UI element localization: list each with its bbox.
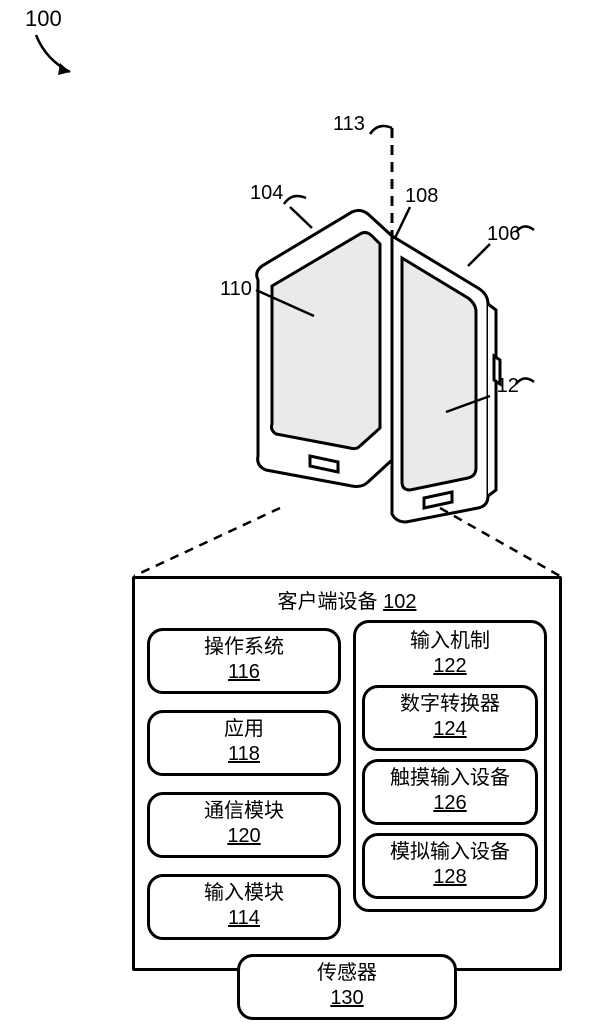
container-title: 客户端设备 102 <box>135 585 559 614</box>
box-input-module-name: 输入模块 <box>158 881 330 906</box>
box-comm-num: 120 <box>158 824 330 849</box>
diagram-canvas: 100 113 104 108 106 110 112 <box>0 0 615 1000</box>
box-sensor-name: 传感器 <box>248 961 446 986</box>
box-analog: 模拟输入设备 128 <box>362 833 538 899</box>
group-num: 122 <box>433 655 466 677</box>
bottom-row: 传感器 130 <box>135 954 559 1030</box>
box-touch: 触摸输入设备 126 <box>362 759 538 825</box>
box-touch-name: 触摸输入设备 <box>373 766 527 791</box>
box-app-num: 118 <box>158 742 330 767</box>
box-sensor: 传感器 130 <box>237 954 457 1020</box>
box-sensor-num: 130 <box>248 986 446 1011</box>
box-input-module-num: 114 <box>158 906 330 931</box>
box-os-name: 操作系统 <box>158 635 330 660</box>
projection-lines <box>130 500 570 580</box>
box-digitizer-name: 数字转换器 <box>373 692 527 717</box>
left-column: 操作系统 116 应用 118 通信模块 120 输入模块 114 <box>147 620 341 948</box>
box-os-num: 116 <box>158 660 330 685</box>
container-title-text: 客户端设备 <box>278 591 378 613</box>
box-input-module: 输入模块 114 <box>147 874 341 940</box>
box-analog-num: 128 <box>373 865 527 890</box>
right-column: 输入机制 122 数字转换器 124 触摸输入设备 126 模拟输入设备 128 <box>353 620 547 948</box>
box-touch-num: 126 <box>373 791 527 816</box>
box-digitizer: 数字转换器 124 <box>362 685 538 751</box>
client-device-container: 客户端设备 102 操作系统 116 应用 118 通信模块 120 <box>132 576 562 971</box>
box-analog-name: 模拟输入设备 <box>373 840 527 865</box>
box-digitizer-num: 124 <box>373 717 527 742</box>
container-title-num: 102 <box>383 591 416 613</box>
columns: 操作系统 116 应用 118 通信模块 120 输入模块 114 <box>135 614 559 948</box>
group-title: 输入机制 <box>410 630 490 652</box>
box-comm-name: 通信模块 <box>158 799 330 824</box>
box-app: 应用 118 <box>147 710 341 776</box>
box-os: 操作系统 116 <box>147 628 341 694</box>
input-mechanism-group: 输入机制 122 数字转换器 124 触摸输入设备 126 模拟输入设备 128 <box>353 620 547 912</box>
box-comm: 通信模块 120 <box>147 792 341 858</box>
box-app-name: 应用 <box>158 717 330 742</box>
